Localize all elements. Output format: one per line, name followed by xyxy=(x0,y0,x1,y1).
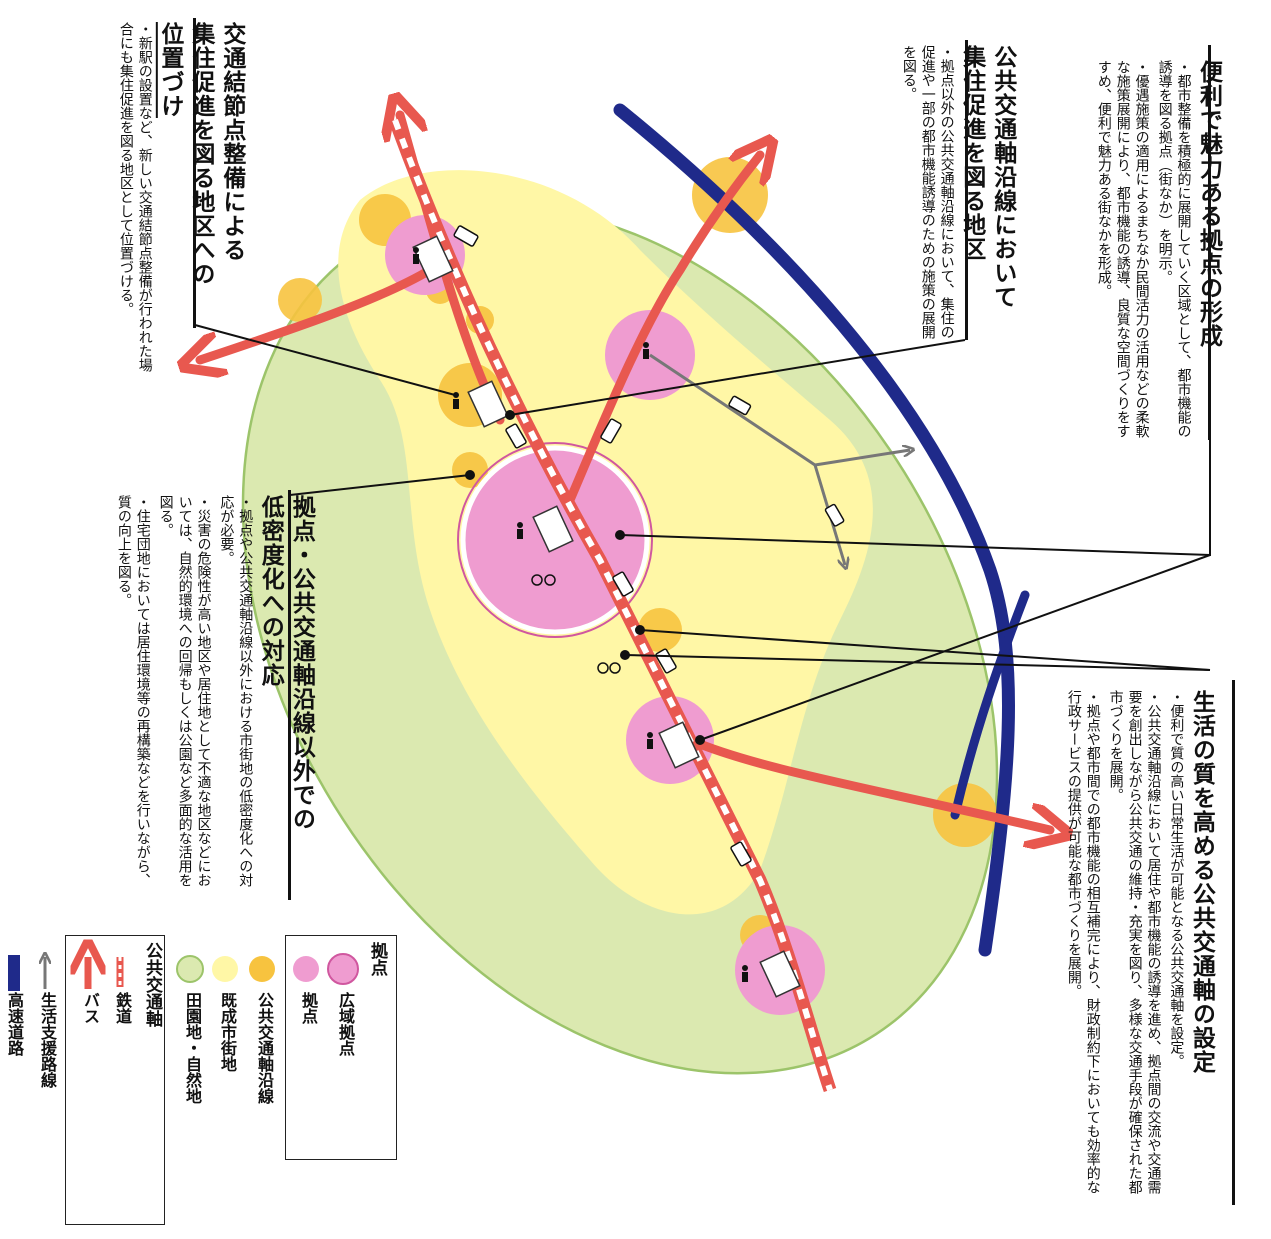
legend-swatches xyxy=(8,927,359,991)
legend-regional-hub-label: 広域拠点 xyxy=(336,992,355,1056)
node-positioning-title-2: 集住促進を図る地区への xyxy=(187,22,214,286)
legend-transit-header: 公共交通軸 xyxy=(142,942,162,1027)
node-positioning-bullet-1: ・新駅の設置など、新しい交通結節点整備が行われた場合にも集住促進を図る地区として… xyxy=(117,22,153,372)
train-station-icon xyxy=(759,950,801,998)
callout-lines xyxy=(194,110,1211,741)
legend-corridor-swatch xyxy=(249,956,275,982)
train-station-icon xyxy=(467,380,509,428)
legend: 拠点 広域拠点 拠点 公共交通軸沿線 既成市街地 田園地・自然地 公共交通軸 鉄… xyxy=(0,927,410,1239)
legend-support-road-label: 生活支援路線 xyxy=(38,992,57,1088)
legend-corridor-label: 公共交通軸沿線 xyxy=(255,992,274,1104)
attractive-hubs-rule xyxy=(1208,45,1211,440)
attractive-hubs-bullet-2: ・優遇施策の適用によるまちなか民間活力の活用などの柔軟な施策展開により、都市機能… xyxy=(1095,60,1150,438)
low-density-title-2: 低密度化への対応 xyxy=(257,495,284,687)
transit-axis-bullet-1: ・便利で質の高い日常生活が可能となる公共交通軸を設定。 xyxy=(1168,690,1185,1068)
transit-axis-bullet-3: ・拠点や都市間での都市機能の相互補完により、財政制約下においても効率的な行政サー… xyxy=(1065,690,1101,1194)
bicycle-icon xyxy=(531,574,621,674)
legend-transit-box xyxy=(65,935,165,1225)
low-density-bullet-1: ・拠点や公共交通軸沿線以外における市街地の低密度化への対応が必要。 xyxy=(218,495,254,887)
train-station-icon xyxy=(412,235,454,283)
legend-built-up-swatch xyxy=(212,956,238,982)
railway-line xyxy=(388,117,837,1093)
legend-expressway-swatch xyxy=(8,955,20,991)
legend-regional-hub-swatch xyxy=(327,953,359,985)
low-density-title-1: 拠点・公共交通軸沿線以外での xyxy=(288,495,315,831)
legend-countryside-label: 田園地・自然地 xyxy=(183,992,202,1104)
legend-hub-box xyxy=(285,935,397,1160)
node-positioning-title-3: 位置づけ xyxy=(156,22,183,118)
legend-hub-header: 拠点 xyxy=(367,942,387,976)
legend-bus-label: バス xyxy=(81,992,100,1024)
legend-hub-swatch xyxy=(293,956,319,982)
legend-railway-label: 鉄道 xyxy=(113,992,132,1024)
node-positioning-rule xyxy=(193,18,196,328)
train-station-icon xyxy=(658,721,700,769)
low-density-bullet-3: ・住宅団地においては居住環境等の再構築などを行いながら、質の向上を図る。 xyxy=(115,495,151,887)
train-station-icon xyxy=(532,505,574,553)
legend-expressway-label: 高速道路 xyxy=(5,992,24,1056)
corridor-residence-rule xyxy=(965,40,968,340)
legend-built-up-label: 既成市街地 xyxy=(218,992,237,1072)
low-density-bullet-2: ・災害の危険性が高い地区や居住地として不適な地区などにおいては、自然的環境への回… xyxy=(157,495,212,887)
stations xyxy=(412,235,801,998)
corridor-residence-title-2: 集住促進を図る地区 xyxy=(958,45,985,261)
attractive-hubs-title: 便利で魅力ある拠点の形成 xyxy=(1195,60,1222,348)
node-positioning-title-1: 交通結節点整備による xyxy=(218,22,245,262)
callout-dots xyxy=(465,410,705,745)
legend-countryside-swatch xyxy=(176,955,204,983)
low-density-block: 拠点・公共交通軸沿線以外での 低密度化への対応 ・拠点や公共交通軸沿線以外におけ… xyxy=(110,495,316,900)
attractive-hubs-block: 便利で魅力ある拠点の形成 ・都市整備を積極的に展開していく区域として、都市機能の… xyxy=(1090,60,1224,440)
legend-hub-label: 拠点 xyxy=(299,992,318,1024)
transit-axis-block: 生活の質を高める公共交通軸の設定 ・便利で質の高い日常生活が可能となる公共交通軸… xyxy=(1060,690,1216,1200)
transit-axis-title: 生活の質を高める公共交通軸の設定 xyxy=(1188,690,1215,1074)
expressway xyxy=(613,103,1015,957)
transit-axis-rule xyxy=(1232,680,1235,1205)
corridor-residence-bullet-1: ・拠点以外の公共交通軸沿線において、集住の促進や一部の都市機能誘導のための施策の… xyxy=(900,45,955,339)
pedestrian-icon xyxy=(413,247,748,982)
node-positioning-block: 交通結節点整備による 集住促進を図る地区への 位置づけ ・新駅の設置など、新しい… xyxy=(112,22,247,372)
low-density-rule xyxy=(288,490,291,900)
expressway-branch xyxy=(950,590,1030,820)
attractive-hubs-bullet-1: ・都市整備を積極的に展開していく区域として、都市機能の誘導を図る拠点（街なか）を… xyxy=(1156,60,1192,438)
transit-axis-bullet-2: ・公共交通軸沿線において居住や都市機能の誘導を進め、拠点間の交流や交通需要を創出… xyxy=(1107,690,1162,1194)
corridor-residence-title-1: 公共交通軸沿線において xyxy=(989,45,1016,309)
corridor-residence-block: 公共交通軸沿線において 集住促進を図る地区 ・拠点以外の公共交通軸沿線において、… xyxy=(895,45,1018,345)
